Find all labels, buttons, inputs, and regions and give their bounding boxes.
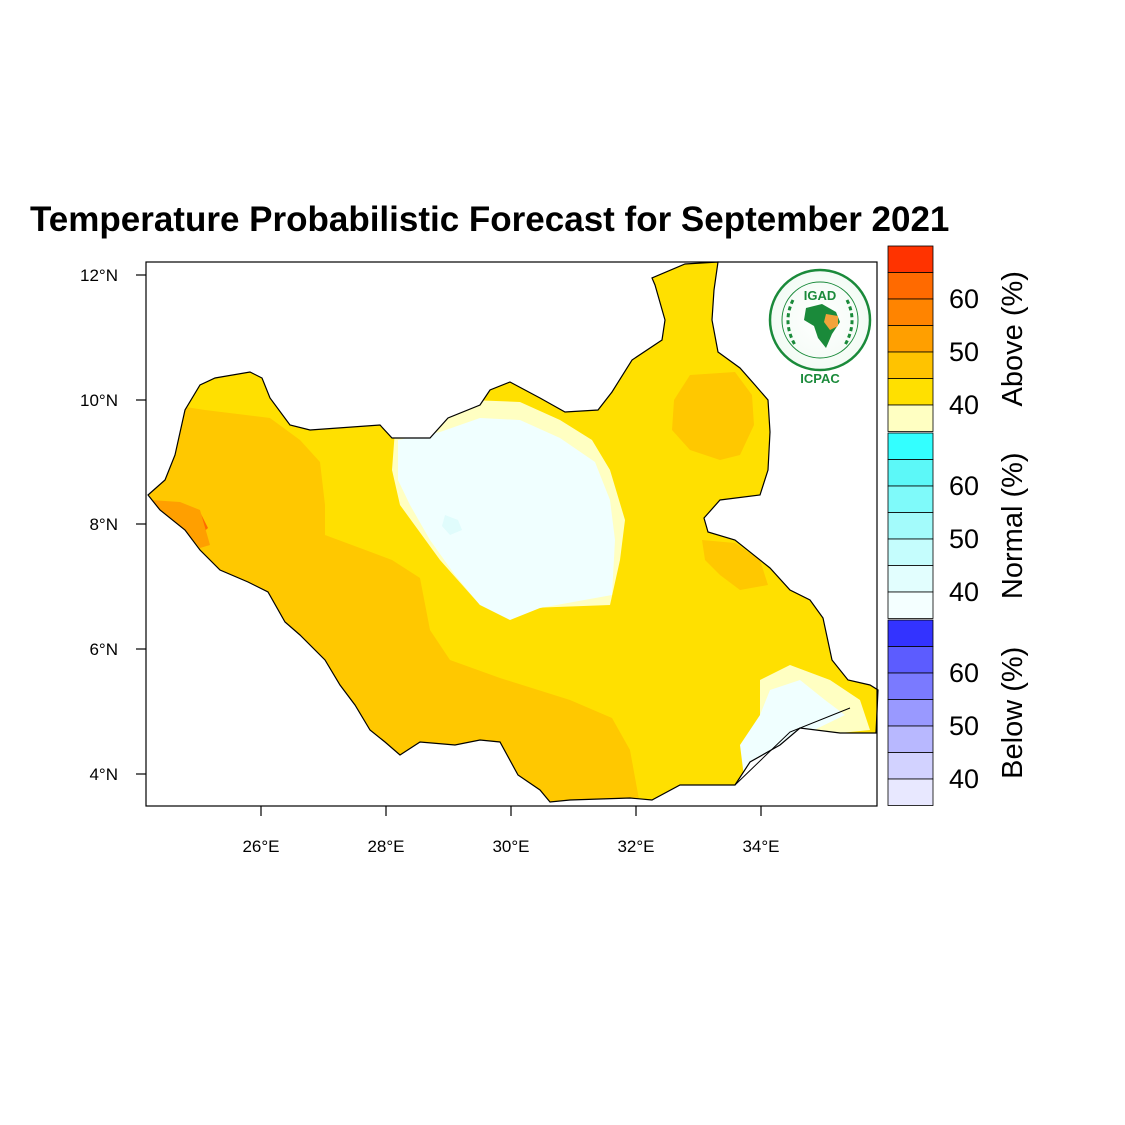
zone-above-45-50-northeast xyxy=(672,372,754,460)
legend-swatch-2-4 xyxy=(887,725,934,753)
lat-label-10: 10°N xyxy=(80,391,118,410)
ilemi-boundary-line xyxy=(734,707,851,786)
legend-swatch-2-1 xyxy=(887,646,934,674)
logo-inner-ring xyxy=(781,281,859,359)
legend-group-name-1: Normal (%) xyxy=(997,452,1029,599)
zone-normal-central xyxy=(398,418,615,620)
legend-swatch-0-4 xyxy=(887,351,934,379)
legend-swatch-2-0 xyxy=(887,619,934,647)
legend-group-name-0: Above (%) xyxy=(997,271,1029,406)
legend-label-1-2: 40 xyxy=(949,577,979,607)
lon-label-26: 26°E xyxy=(242,837,279,856)
lon-label-30: 30°E xyxy=(492,837,529,856)
legend-swatch-0-0 xyxy=(887,245,934,273)
legend-swatch-1-0 xyxy=(887,432,934,460)
legend-swatch-2-5 xyxy=(887,752,934,780)
legend-swatch-1-5 xyxy=(887,565,934,593)
lat-label-8: 8°N xyxy=(89,515,118,534)
lon-label-34: 34°E xyxy=(742,837,779,856)
legend: 60 50 40 Above (%) 60 50 40 Normal (%) 60 50 40 Bel… xyxy=(887,245,1029,806)
legend-swatch-2-6 xyxy=(887,778,934,806)
legend-label-2-2: 40 xyxy=(949,764,979,794)
legend-swatch-0-1 xyxy=(887,272,934,300)
lat-label-4: 4°N xyxy=(89,765,118,784)
legend-swatch-2-3 xyxy=(887,699,934,727)
legend-swatch-1-2 xyxy=(887,485,934,513)
legend-swatch-1-1 xyxy=(887,459,934,487)
legend-label-2-0: 60 xyxy=(949,658,979,688)
legend-swatch-0-5 xyxy=(887,378,934,406)
legend-label-0-1: 50 xyxy=(949,337,979,367)
lat-label-6: 6°N xyxy=(89,640,118,659)
legend-swatch-1-3 xyxy=(887,512,934,540)
map-title: Temperature Probabilistic Forecast for S… xyxy=(30,200,950,239)
legend-label-2-1: 50 xyxy=(949,711,979,741)
zone-above-45-50-east xyxy=(702,540,768,590)
logo-laurel-right xyxy=(843,299,854,346)
lon-label-28: 28°E xyxy=(367,837,404,856)
legend-label-0-0: 60 xyxy=(949,284,979,314)
legend-group-name-2: Below (%) xyxy=(997,647,1029,779)
logo-laurel-left xyxy=(786,299,797,346)
legend-swatch-1-4 xyxy=(887,538,934,566)
legend-label-1-0: 60 xyxy=(949,471,979,501)
zone-normal-spot xyxy=(442,515,462,535)
legend-swatch-0-2 xyxy=(887,298,934,326)
legend-swatch-1-6 xyxy=(887,591,934,619)
logo-name: IGAD xyxy=(804,288,837,303)
legend-swatch-0-6 xyxy=(887,404,934,432)
lon-label-32: 32°E xyxy=(617,837,654,856)
zone-above-55-west xyxy=(150,500,210,548)
legend-swatch-2-2 xyxy=(887,672,934,700)
logo-horn-highlight xyxy=(824,314,838,330)
longitude-axis: 26°E 28°E 30°E 32°E 34°E xyxy=(242,806,780,856)
legend-swatch-0-3 xyxy=(887,325,934,353)
igad-icpac-logo: IGAD ICPAC xyxy=(768,268,872,386)
logo-sub: ICPAC xyxy=(800,371,840,386)
latitude-axis: 4°N 6°N 8°N 10°N 12°N xyxy=(80,266,146,784)
lat-label-12: 12°N xyxy=(80,266,118,285)
legend-label-0-2: 40 xyxy=(949,390,979,420)
legend-label-1-1: 50 xyxy=(949,524,979,554)
